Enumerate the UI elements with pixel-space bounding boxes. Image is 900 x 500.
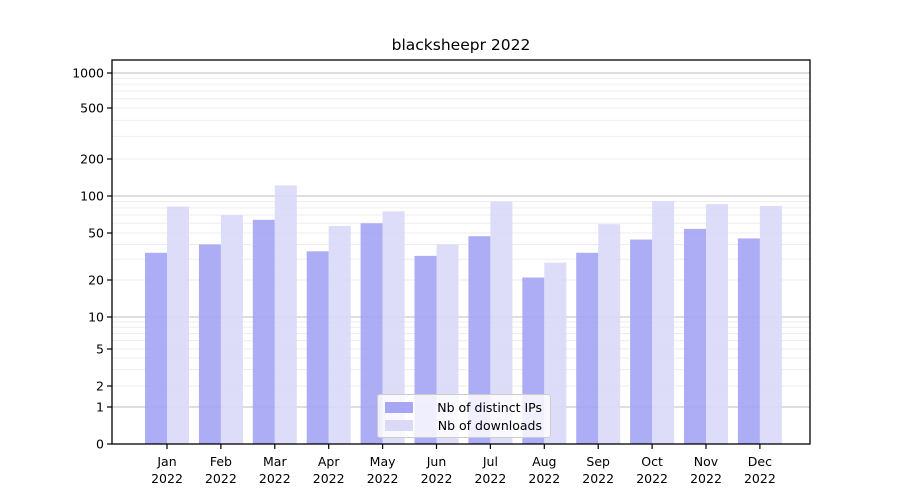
bar-downloads [652, 201, 675, 444]
x-tick-label-year: 2022 [367, 471, 399, 486]
x-tick-label-month: Jan [156, 454, 176, 469]
x-tick-label-year: 2022 [528, 471, 560, 486]
bar-distinct-ips [630, 239, 653, 444]
y-tick-label: 200 [80, 152, 104, 167]
bar-distinct-ips [145, 252, 167, 444]
bar-distinct-ips [737, 238, 760, 444]
x-tick-label-year: 2022 [744, 471, 776, 486]
bar-downloads [706, 204, 728, 444]
legend-label-distinct-ips: Nb of distinct IPs [437, 399, 542, 415]
bar-distinct-ips [684, 228, 706, 444]
chart-title: blacksheepr 2022 [391, 36, 531, 54]
bar-downloads [490, 201, 513, 444]
x-tick-label-month: Jul [482, 454, 498, 469]
bar-downloads [274, 185, 297, 445]
x-tick-label-year: 2022 [259, 471, 291, 486]
bar-distinct-ips [576, 252, 599, 444]
plot-border [111, 59, 811, 445]
x-tick-label-month: May [370, 454, 396, 469]
x-tick-label-year: 2022 [313, 471, 345, 486]
x-tick-label-month: Aug [532, 454, 556, 469]
y-tick-label: 0 [96, 437, 104, 452]
x-tick-label-year: 2022 [151, 471, 183, 486]
bar-distinct-ips [468, 236, 491, 444]
x-tick-label-month: Feb [210, 454, 232, 469]
x-tick-label-month: Apr [318, 454, 340, 469]
x-tick-label-year: 2022 [690, 471, 722, 486]
x-tick-label-month: Oct [641, 454, 663, 469]
bar-downloads [598, 224, 621, 444]
x-tick-label-year: 2022 [421, 471, 453, 486]
y-tick-label: 2 [96, 379, 104, 394]
x-tick-label-year: 2022 [205, 471, 237, 486]
y-tick-label: 50 [88, 226, 104, 241]
bar-downloads [382, 211, 405, 444]
x-tick-label-year: 2022 [636, 471, 668, 486]
y-tick-label: 10 [88, 310, 104, 325]
x-tick-label-year: 2022 [474, 471, 506, 486]
x-tick-label-month: Nov [694, 454, 719, 469]
y-tick-label: 500 [80, 101, 104, 116]
bar-distinct-ips [198, 244, 221, 444]
bar-distinct-ips [306, 251, 329, 444]
x-tick-label-year: 2022 [582, 471, 614, 486]
y-tick-label: 20 [88, 273, 104, 288]
y-tick-label: 100 [80, 189, 104, 204]
legend-item-distinct-ips: Nb of distinct IPs [385, 399, 542, 415]
bar-distinct-ips [252, 219, 275, 444]
legend-label-downloads: Nb of downloads [437, 417, 542, 433]
y-tick-label: 1 [96, 400, 104, 415]
legend-swatch-distinct-ips [385, 401, 413, 413]
bar-downloads [220, 215, 243, 444]
y-tick-label: 1000 [72, 66, 104, 81]
bar-downloads [759, 205, 782, 444]
bar-downloads [328, 226, 351, 444]
bar-distinct-ips [360, 223, 383, 444]
bar-downloads [167, 206, 189, 444]
x-tick-label-month: Jun [426, 454, 447, 469]
legend: Nb of distinct IPs Nb of downloads [377, 394, 551, 438]
x-tick-label-month: Mar [263, 454, 287, 469]
legend-item-downloads: Nb of downloads [385, 417, 542, 433]
legend-swatch-downloads [385, 419, 413, 431]
x-tick-label-month: Dec [748, 454, 772, 469]
y-tick-label: 5 [96, 342, 104, 357]
x-tick-label-month: Sep [586, 454, 610, 469]
